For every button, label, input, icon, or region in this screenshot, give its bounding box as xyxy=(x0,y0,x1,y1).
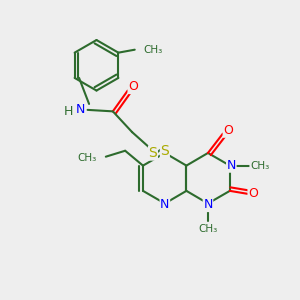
Text: CH₃: CH₃ xyxy=(250,160,269,171)
Text: CH₃: CH₃ xyxy=(78,153,97,163)
Text: S: S xyxy=(160,145,169,158)
Text: H: H xyxy=(64,105,74,118)
Text: N: N xyxy=(203,199,213,212)
Text: N: N xyxy=(76,103,86,116)
Text: O: O xyxy=(128,80,138,94)
Text: O: O xyxy=(223,124,233,137)
Text: CH₃: CH₃ xyxy=(144,45,163,55)
Text: S: S xyxy=(148,146,157,160)
Text: N: N xyxy=(226,159,236,172)
Text: N: N xyxy=(160,199,170,212)
Text: CH₃: CH₃ xyxy=(198,224,218,234)
Text: O: O xyxy=(248,187,258,200)
